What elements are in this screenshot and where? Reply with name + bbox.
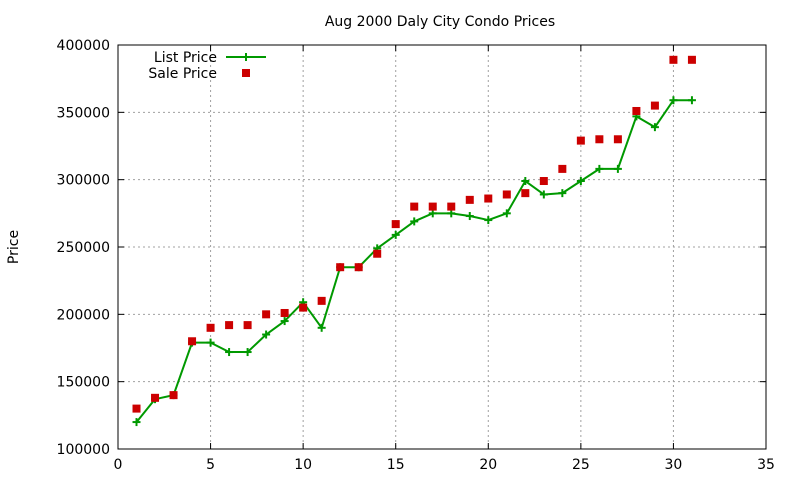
legend-list-price-label: List Price	[154, 50, 217, 66]
sale-price-point	[613, 135, 622, 144]
list-price-point	[576, 177, 585, 186]
list-price-point	[206, 338, 215, 347]
sale-price-point	[558, 164, 567, 173]
list-price-point	[539, 190, 548, 199]
x-tick-label: 5	[206, 457, 215, 473]
sale-price-point	[521, 189, 530, 198]
list-price-point	[447, 209, 456, 218]
list-price-point	[484, 216, 493, 225]
sale-price-point	[687, 55, 696, 64]
sale-price-point	[502, 190, 511, 199]
x-tick-label: 30	[665, 457, 683, 473]
list-price-point	[132, 418, 141, 427]
y-tick-label: 400000	[57, 38, 110, 54]
sale-price-point	[262, 310, 271, 319]
sale-price-point	[428, 202, 437, 211]
x-tick-label: 0	[114, 457, 123, 473]
chart-title: Aug 2000 Daly City Condo Prices	[325, 14, 555, 30]
axes: 0 5 10 15 20 25 30 35 100000 150000 200000 250000 30…	[57, 38, 775, 473]
list-price-point	[262, 330, 271, 339]
list-price-point	[595, 164, 604, 173]
y-tick-label: 150000	[57, 375, 110, 391]
sale-price-point	[373, 249, 382, 258]
sale-price-point	[632, 106, 641, 115]
y-tick-label: 300000	[57, 173, 110, 189]
sale-price-point	[151, 393, 160, 402]
list-price-point	[558, 189, 567, 198]
sale-price-point	[188, 337, 197, 346]
y-axis-label: Price	[6, 230, 22, 264]
sale-price-point	[410, 202, 419, 211]
sale-price-point	[539, 177, 548, 186]
list-price-point	[428, 209, 437, 218]
legend-sale-price-label: Sale Price	[148, 66, 217, 82]
list-price-point	[410, 217, 419, 226]
sale-price-point	[595, 135, 604, 144]
sale-price-point	[299, 303, 308, 312]
sale-price-point	[447, 202, 456, 211]
list-price-point	[225, 348, 234, 357]
list-price-point	[243, 348, 252, 357]
x-tick-label: 25	[572, 457, 590, 473]
y-tick-label: 250000	[57, 240, 110, 256]
legend-list-price-marker	[242, 53, 250, 61]
list-price-line	[135, 99, 692, 423]
sale-price-point	[669, 55, 678, 64]
sale-price-point	[354, 263, 363, 272]
list-price-point	[687, 96, 696, 105]
x-tick-label: 20	[479, 457, 497, 473]
sale-price-point	[336, 263, 345, 272]
sale-price-point	[465, 195, 474, 204]
x-tick-label: 10	[294, 457, 312, 473]
list-price-point	[391, 230, 400, 239]
sale-price-point	[132, 404, 141, 413]
sale-price-point	[650, 101, 659, 110]
list-price-point	[465, 212, 474, 221]
sale-price-point	[576, 136, 585, 145]
list-price-point	[502, 209, 511, 218]
legend-sale-price-marker	[242, 69, 250, 77]
list-price-point	[280, 317, 289, 326]
y-tick-label: 100000	[57, 442, 110, 458]
sale-price-point	[317, 296, 326, 305]
sale-price-point	[484, 194, 493, 203]
sale-price-point	[243, 321, 252, 330]
list-price-point	[317, 323, 326, 332]
list-price-point	[521, 177, 530, 186]
grid	[118, 45, 766, 449]
x-tick-label: 35	[757, 457, 775, 473]
sale-price-point	[206, 323, 215, 332]
sale-price-point	[391, 220, 400, 229]
y-tick-label: 350000	[57, 105, 110, 121]
sale-price-point	[169, 391, 178, 400]
plot-area	[132, 55, 696, 427]
x-tick-label: 15	[387, 457, 405, 473]
list-price-point	[669, 96, 678, 105]
list-price-point	[650, 123, 659, 132]
list-price-point	[613, 164, 622, 173]
sale-price-point	[225, 321, 234, 330]
sale-price-point	[280, 308, 289, 317]
y-tick-label: 200000	[57, 307, 110, 323]
